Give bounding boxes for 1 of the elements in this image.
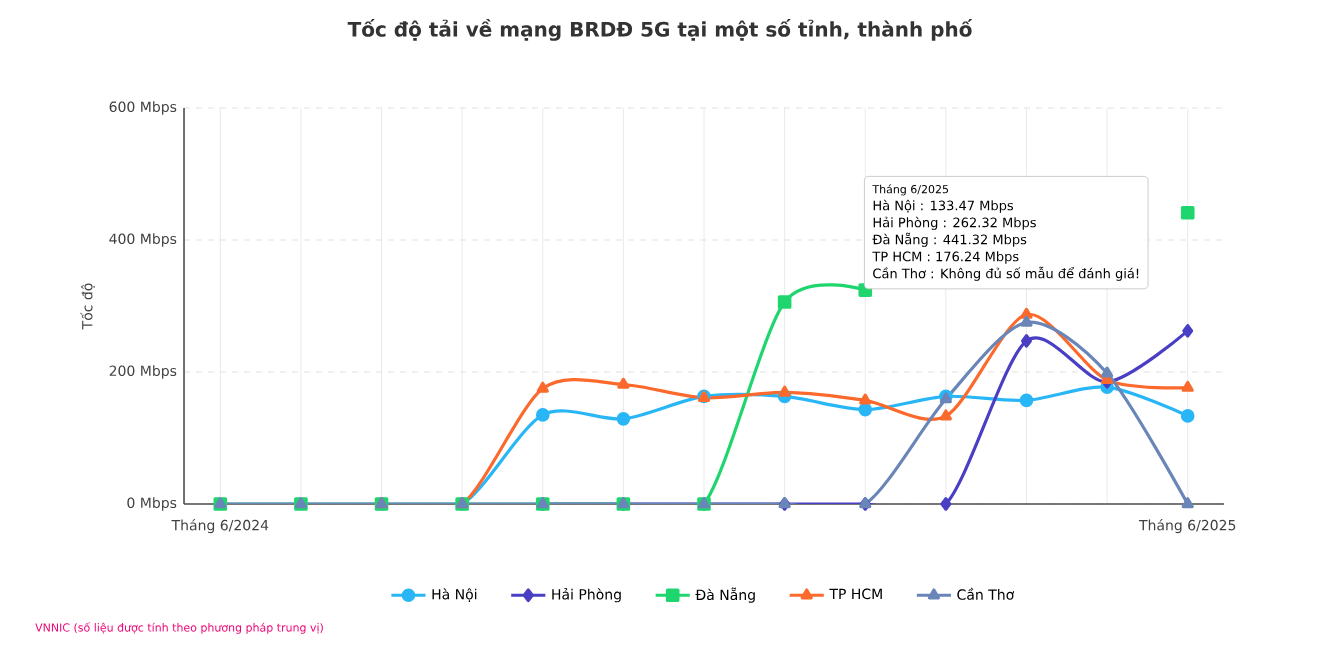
chart-title: Tốc độ tải về mạng BRDĐ 5G tại một số tỉnh, thành phố — [347, 19, 973, 41]
